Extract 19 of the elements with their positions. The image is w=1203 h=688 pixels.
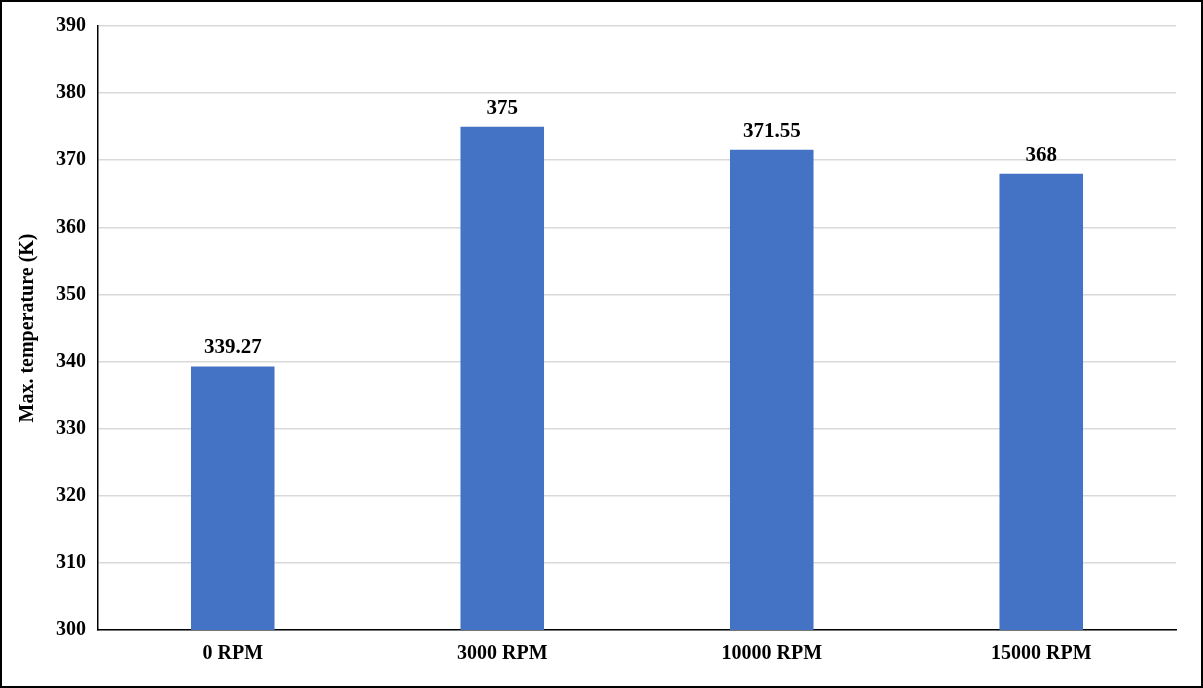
y-tick-label: 390 (56, 13, 86, 36)
x-tick-label: 15000 RPM (990, 641, 1092, 664)
x-tick-label: 0 RPM (202, 641, 264, 664)
data-label: 371.55 (742, 117, 801, 142)
y-tick-label: 340 (56, 348, 86, 371)
data-label: 368 (1025, 141, 1057, 166)
x-tick-label: 3000 RPM (456, 641, 548, 664)
y-tick-label: 350 (56, 281, 86, 304)
x-tick-label: 10000 RPM (721, 641, 823, 664)
y-tick-label: 300 (56, 617, 86, 640)
y-tick-label: 320 (56, 482, 86, 505)
y-axis-title: Max. temperature (K) (15, 233, 39, 423)
y-tick-label: 380 (56, 80, 86, 103)
data-label: 339.27 (203, 334, 262, 359)
y-tick-label: 370 (56, 147, 86, 170)
y-tick-label: 360 (56, 214, 86, 237)
y-tick-label: 310 (56, 550, 86, 573)
data-label: 375 (486, 94, 518, 119)
y-tick-label: 330 (56, 415, 86, 438)
